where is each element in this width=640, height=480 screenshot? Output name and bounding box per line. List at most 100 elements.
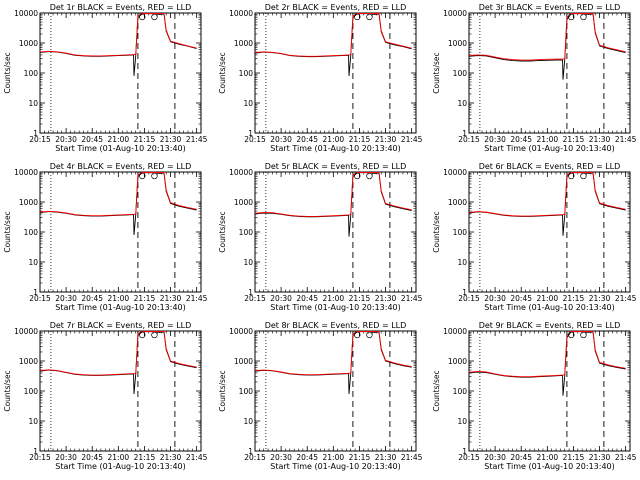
y-tick-label: 10000: [14, 327, 38, 336]
events-series-line: [39, 331, 197, 394]
x-tick-label: 21:00: [537, 294, 559, 303]
chart-panel-3: Det 3r BLACK = Events, RED = LLD 1 10 100 10…: [432, 3, 637, 153]
saturation-marker: [151, 13, 158, 21]
y-tick-label: 10: [28, 99, 38, 108]
saturation-marker: [366, 13, 373, 21]
lld-series-line: [254, 331, 412, 376]
y-tick-label: 1: [248, 447, 253, 456]
x-axis-label: Start Time (01-Aug-10 20:13:40): [270, 303, 401, 312]
panel-title: Det 5r BLACK = Events, RED = LLD: [265, 162, 407, 171]
y-tick-label: 1000: [448, 357, 467, 366]
x-tick-label: 20:15: [458, 453, 480, 462]
x-tick-label: 20:30: [55, 294, 77, 303]
panel-title: Det 2r BLACK = Events, RED = LLD: [265, 3, 407, 12]
y-tick-label: 1: [33, 129, 38, 138]
y-tick-label: 10000: [14, 9, 38, 18]
y-axis-label: Counts/sec: [3, 211, 12, 252]
panel-title: Det 8r BLACK = Events, RED = LLD: [265, 321, 407, 330]
y-tick-label: 1000: [448, 198, 467, 207]
lld-series-line: [39, 172, 197, 217]
saturation-marker: [139, 13, 146, 21]
x-tick-label: 20:30: [270, 294, 292, 303]
y-tick-label: 100: [453, 69, 468, 78]
y-tick-label: 100: [453, 228, 468, 237]
y-tick-label: 1: [248, 288, 253, 297]
x-tick-label: 21:45: [615, 135, 637, 144]
saturation-marker: [568, 331, 575, 339]
x-tick-label: 20:15: [458, 294, 480, 303]
y-tick-label: 10: [457, 99, 467, 108]
y-tick-label: 10: [243, 258, 253, 267]
x-tick-label: 21:00: [108, 453, 130, 462]
x-tick-label: 20:45: [81, 294, 103, 303]
chart-panel-9: Det 9r BLACK = Events, RED = LLD 1 10 100 10…: [432, 321, 637, 471]
y-tick-label: 1: [462, 129, 467, 138]
plot-frame: [254, 12, 417, 134]
y-tick-label: 1: [462, 447, 467, 456]
x-tick-label: 20:15: [458, 135, 480, 144]
x-tick-label: 21:00: [323, 294, 345, 303]
x-tick-label: 21:45: [401, 453, 423, 462]
panel-title: Det 6r BLACK = Events, RED = LLD: [479, 162, 621, 171]
x-axis-label: Start Time (01-Aug-10 20:13:40): [55, 303, 186, 312]
x-tick-label: 20:45: [81, 453, 103, 462]
saturation-marker: [354, 172, 361, 180]
x-tick-label: 21:15: [563, 453, 585, 462]
saturation-marker: [580, 331, 587, 339]
y-tick-label: 100: [24, 69, 39, 78]
chart-panel-4: Det 4r BLACK = Events, RED = LLD 1 10 100 10…: [3, 162, 208, 312]
y-tick-label: 1: [462, 288, 467, 297]
x-tick-label: 20:30: [270, 135, 292, 144]
lld-series-line: [39, 331, 197, 376]
plot-frame: [254, 171, 417, 293]
y-tick-label: 1000: [234, 198, 253, 207]
panel-title: Det 9r BLACK = Events, RED = LLD: [479, 321, 621, 330]
saturation-marker: [366, 331, 373, 339]
x-tick-label: 21:30: [375, 294, 397, 303]
events-series-line: [254, 331, 412, 394]
x-tick-label: 21:45: [401, 294, 423, 303]
y-tick-label: 10000: [443, 168, 467, 177]
y-axis-label: Counts/sec: [218, 370, 227, 411]
y-tick-label: 10: [243, 99, 253, 108]
x-tick-label: 20:15: [244, 453, 266, 462]
x-tick-label: 21:30: [160, 294, 182, 303]
y-tick-label: 10000: [229, 9, 253, 18]
events-series-line: [468, 331, 626, 396]
chart-panel-6: Det 6r BLACK = Events, RED = LLD 1 10 100 10…: [432, 162, 637, 312]
saturation-marker: [151, 172, 158, 180]
saturation-marker: [139, 172, 146, 180]
x-tick-label: 21:00: [537, 453, 559, 462]
x-tick-label: 21:15: [134, 135, 156, 144]
y-tick-label: 1: [33, 447, 38, 456]
x-tick-label: 21:15: [563, 135, 585, 144]
x-tick-label: 20:30: [270, 453, 292, 462]
plot-frame: [254, 330, 417, 452]
x-axis-label: Start Time (01-Aug-10 20:13:40): [484, 303, 615, 312]
saturation-marker: [580, 13, 587, 21]
x-tick-label: 20:15: [29, 294, 51, 303]
x-tick-label: 21:45: [401, 135, 423, 144]
panel-title: Det 4r BLACK = Events, RED = LLD: [50, 162, 192, 171]
plot-frame: [39, 12, 202, 134]
lld-series-line: [39, 13, 197, 57]
y-tick-label: 100: [24, 228, 39, 237]
y-tick-label: 10: [243, 417, 253, 426]
plot-frame: [39, 330, 202, 452]
x-axis-label: Start Time (01-Aug-10 20:13:40): [270, 462, 401, 471]
lld-series-line: [468, 13, 626, 61]
panel-title: Det 1r BLACK = Events, RED = LLD: [50, 3, 192, 12]
chart-panel-7: Det 7r BLACK = Events, RED = LLD 1 10 100 10…: [3, 321, 208, 471]
y-tick-label: 10000: [443, 327, 467, 336]
x-tick-label: 20:30: [484, 453, 506, 462]
saturation-marker: [568, 172, 575, 180]
x-tick-label: 21:15: [134, 294, 156, 303]
x-tick-label: 20:45: [296, 294, 318, 303]
events-series-line: [468, 172, 626, 236]
chart-panel-1: Det 1r BLACK = Events, RED = LLD 1 10 100 10…: [3, 3, 208, 153]
y-tick-label: 100: [239, 387, 254, 396]
y-tick-label: 10000: [14, 168, 38, 177]
x-tick-label: 21:45: [615, 294, 637, 303]
x-tick-label: 20:30: [484, 135, 506, 144]
